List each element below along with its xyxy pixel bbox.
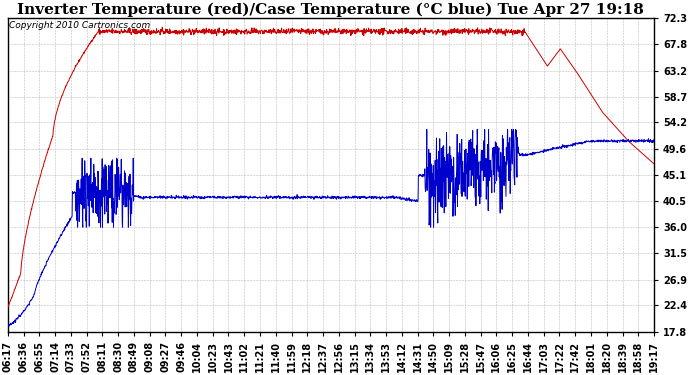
Title: Inverter Temperature (red)/Case Temperature (°C blue) Tue Apr 27 19:18: Inverter Temperature (red)/Case Temperat…	[17, 3, 644, 17]
Text: Copyright 2010 Cartronics.com: Copyright 2010 Cartronics.com	[9, 21, 150, 30]
